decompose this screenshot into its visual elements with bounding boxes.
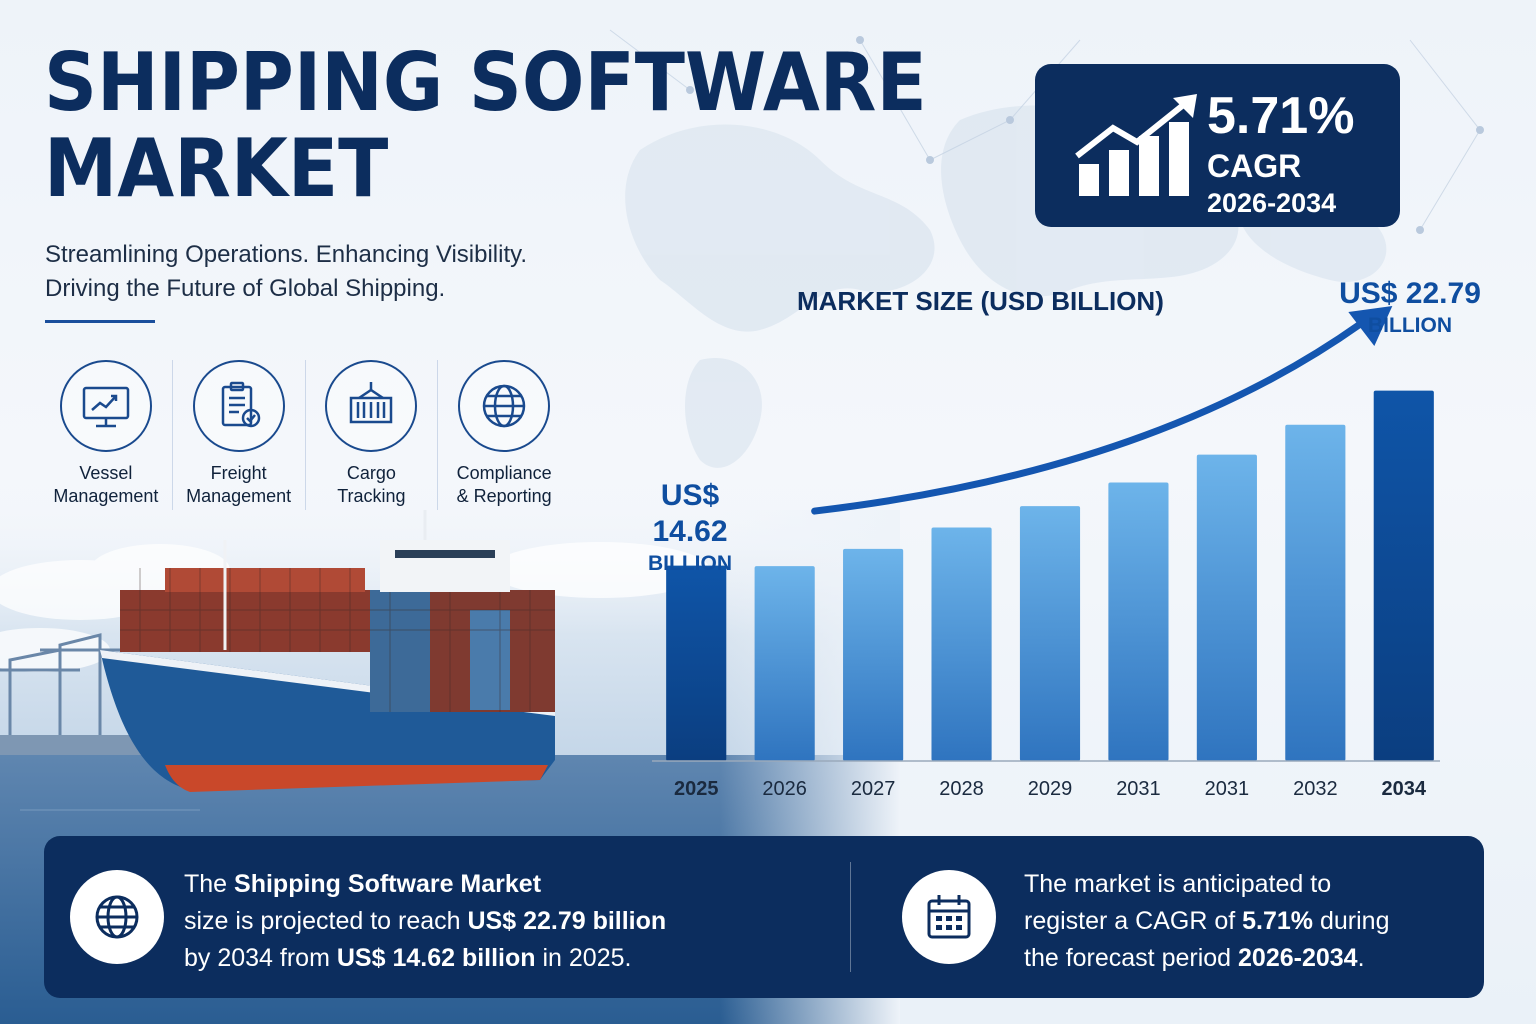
page-subtitle: Streamlining Operations. Enhancing Visib… <box>45 238 605 306</box>
bar-2025-0 <box>666 565 727 761</box>
calendar-icon <box>902 870 996 964</box>
monitor-chart-icon <box>59 360 152 452</box>
feature-label-line: Vessel <box>79 463 133 483</box>
market-size-bar-chart: 2025 2026 2027 2028 2029 2031 2031 2032 2034 <box>652 306 1440 800</box>
subtitle-line-1: Streamlining Operations. Enhancing Visib… <box>45 241 528 268</box>
summary-highlight: Shipping Software Market <box>234 870 542 898</box>
summary-text: The <box>184 870 235 898</box>
bar-2028-3 <box>931 527 992 761</box>
end-value-annotation: US$ 22.79 BILLION <box>1330 276 1490 340</box>
banner-divider <box>850 862 851 972</box>
x-tick-label: 2034 <box>1382 778 1427 800</box>
feature-label: Compliance & Reporting <box>438 462 570 508</box>
cagr-value: 5.71% <box>1207 87 1355 145</box>
summary-text: by 2034 from <box>184 944 337 972</box>
globe-icon <box>70 870 164 964</box>
clipboard-check-icon <box>192 360 285 452</box>
bar-2029-4 <box>1019 506 1081 761</box>
feature-label-line: & Reporting <box>456 486 552 506</box>
x-tick-label: 2031 <box>1116 778 1161 800</box>
x-tick-label: 2027 <box>851 778 896 800</box>
title-line-2: MARKET <box>44 122 389 215</box>
summary-text: The market is anticipated to <box>1024 870 1332 898</box>
summary-highlight: US$ 14.62 billion <box>336 944 536 972</box>
x-tick-label: 2029 <box>1028 778 1073 800</box>
growth-chart-icon <box>1075 94 1197 196</box>
feature-label-line: Management <box>186 486 292 506</box>
bar-2031-6 <box>1196 454 1257 761</box>
start-unit: BILLION <box>648 552 732 575</box>
summary-text: size is projected to reach <box>184 907 468 935</box>
x-tick-label: 2028 <box>939 778 984 800</box>
cagr-label: CAGR <box>1207 148 1302 184</box>
chart-title: MARKET SIZE (USD BILLION) <box>797 286 1164 316</box>
summary-text: . <box>1357 944 1365 972</box>
feature-label-line: Freight <box>210 463 267 483</box>
cagr-period: 2026-2034 <box>1207 188 1337 218</box>
summary-text: register a CAGR of <box>1024 907 1243 935</box>
subtitle-line-2: Driving the Future of Global Shipping. <box>45 275 446 302</box>
feature-label: Cargo Tracking <box>306 462 438 508</box>
x-tick-label: 2031 <box>1205 778 1250 800</box>
feature-label: Freight Management <box>173 462 305 508</box>
summary-banner: The Shipping Software Market size is pro… <box>44 836 1484 998</box>
feature-compliance-reporting: Compliance & Reporting <box>438 360 570 510</box>
bar-2026-1 <box>754 566 815 761</box>
end-unit: BILLION <box>1368 314 1452 337</box>
x-tick-label: 2032 <box>1293 778 1338 800</box>
x-tick-label: 2025 <box>674 778 719 800</box>
market-size-summary: The Shipping Software Market size is pro… <box>184 866 824 977</box>
summary-highlight: 2026-2034 <box>1238 944 1358 972</box>
feature-cargo-tracking: Cargo Tracking <box>306 360 439 510</box>
feature-label-line: Management <box>53 486 159 506</box>
container-icon <box>325 360 418 452</box>
summary-text: in 2025. <box>535 944 632 972</box>
bar-2032-7 <box>1285 424 1346 761</box>
trend-arrow <box>811 320 1364 515</box>
summary-highlight: US$ 22.79 billion <box>467 907 667 935</box>
feature-label: Vessel Management <box>40 462 172 508</box>
title-line-1: SHIPPING SOFTWARE <box>44 36 927 129</box>
title-divider <box>45 320 155 323</box>
summary-text: during <box>1313 907 1390 935</box>
feature-freight-management: Freight Management <box>173 360 306 510</box>
summary-highlight: 5.71% <box>1242 907 1314 935</box>
bar-2031-5 <box>1108 482 1169 761</box>
bar-2034-8 <box>1373 390 1434 761</box>
feature-label-line: Cargo <box>346 463 396 483</box>
trend-arrow-head <box>1348 306 1393 346</box>
globe-icon <box>458 360 551 452</box>
bar-2027-2 <box>843 548 904 761</box>
summary-text: the forecast period <box>1024 944 1239 972</box>
x-tick-label: 2026 <box>762 778 807 800</box>
start-value-annotation: US$ 14.62 BILLION <box>620 478 760 578</box>
cagr-card: 5.71% CAGR 2026-2034 <box>1035 64 1400 227</box>
start-value: US$ 14.62 <box>652 479 728 548</box>
page-title: SHIPPING SOFTWARE MARKET <box>44 40 927 212</box>
feature-label-line: Tracking <box>337 486 406 506</box>
cagr-summary: The market is anticipated to register a … <box>1024 866 1464 977</box>
feature-list: Vessel Management Freight Management <box>40 360 570 510</box>
end-value: US$ 22.79 <box>1339 277 1481 310</box>
feature-vessel-management: Vessel Management <box>40 360 173 510</box>
feature-label-line: Compliance <box>456 463 552 483</box>
